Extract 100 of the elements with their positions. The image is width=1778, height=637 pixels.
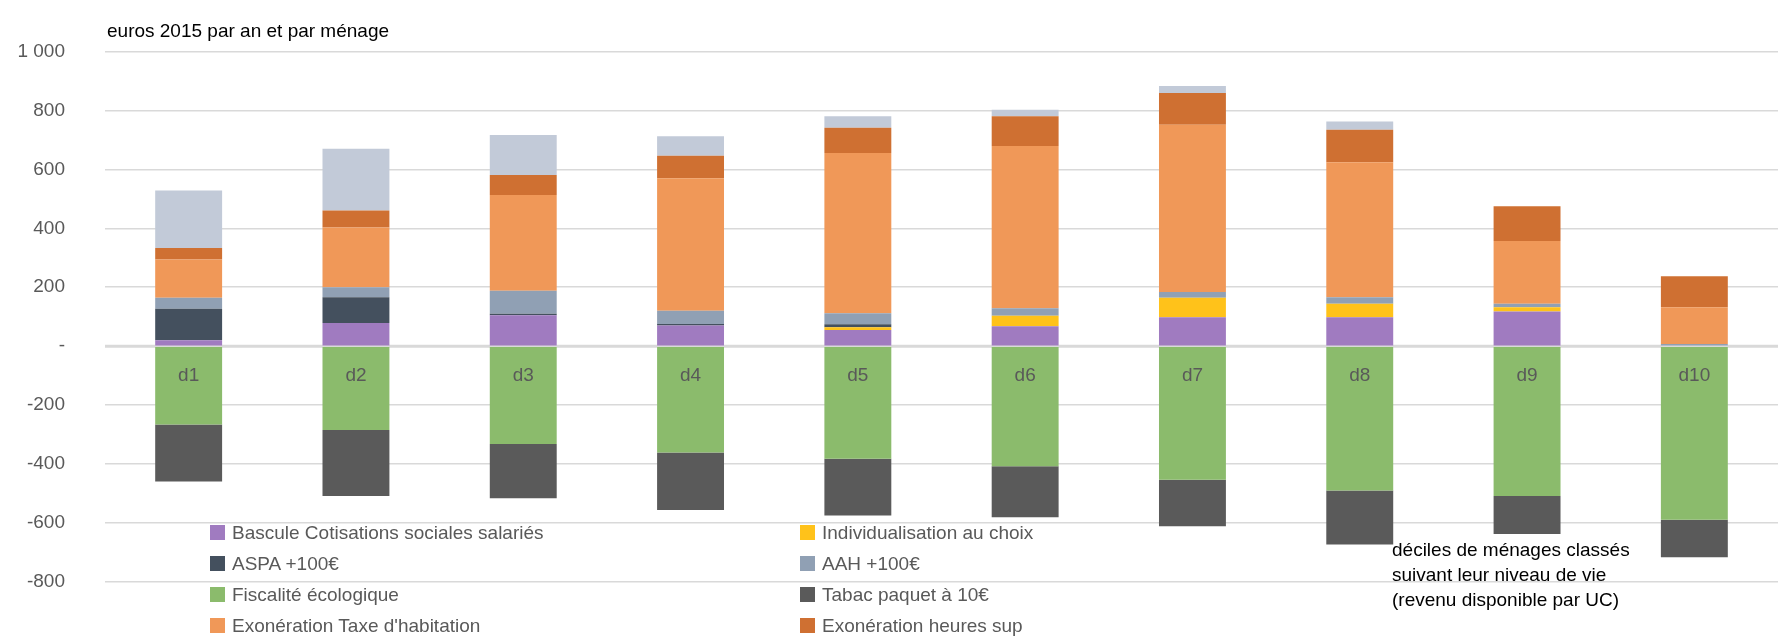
bar	[1158, 317, 1226, 346]
bar	[1158, 346, 1226, 480]
bar	[1660, 346, 1728, 520]
bar	[1158, 85, 1226, 93]
bar	[824, 346, 892, 459]
bar	[991, 326, 1059, 346]
bar	[657, 178, 725, 311]
bar	[155, 340, 223, 346]
x-tick-label: d10	[1678, 364, 1711, 386]
bar	[155, 259, 223, 298]
bar	[991, 116, 1059, 147]
bar	[824, 458, 892, 516]
bar	[1326, 317, 1394, 346]
bar	[991, 146, 1059, 309]
text: euros 2015 par an et par ménage	[107, 19, 390, 43]
y-tick-label: 200	[33, 275, 65, 297]
bar	[322, 287, 390, 298]
bar	[991, 346, 1059, 467]
bar	[489, 174, 557, 195]
bar	[489, 135, 557, 175]
bar	[1158, 124, 1226, 292]
annotation: déciles de ménages classés suivant leur niveau de vie (revenu disponible par UC)	[1392, 538, 1631, 612]
bar	[155, 308, 223, 341]
bar	[155, 190, 223, 249]
y-tick-label: -600	[26, 511, 65, 533]
bar	[489, 290, 557, 314]
legend-label: Exonération heures sup	[822, 614, 1023, 637]
bar	[322, 227, 390, 288]
bar	[1158, 479, 1226, 527]
bar	[991, 109, 1059, 117]
x-tick-label: d6	[1014, 364, 1036, 386]
bar	[1326, 129, 1394, 163]
x-tick-label: d8	[1349, 364, 1371, 386]
bar	[1326, 490, 1394, 545]
bar	[1158, 297, 1226, 318]
legend-label: Bascule Cotisations sociales salariés	[232, 521, 544, 544]
bar	[991, 315, 1059, 327]
bar	[155, 248, 223, 260]
bar	[1493, 206, 1561, 241]
bar	[657, 325, 725, 346]
bar	[657, 155, 725, 179]
x-tick-label: d9	[1516, 364, 1538, 386]
bar	[657, 452, 725, 511]
x-tick-label: d2	[345, 364, 367, 386]
bar	[1660, 276, 1728, 308]
y-tick-label: 400	[33, 216, 65, 238]
bar	[657, 346, 725, 453]
bar	[322, 346, 390, 430]
bar	[1326, 297, 1394, 304]
bar	[824, 153, 892, 314]
y-tick-label: -	[58, 334, 65, 356]
bar	[1493, 307, 1561, 312]
legend-label: AAH +100€	[822, 552, 920, 575]
bar	[1660, 307, 1728, 345]
bar	[657, 136, 725, 156]
x-tick-label: d7	[1181, 364, 1204, 386]
y-tick-label: -400	[26, 452, 65, 474]
bar	[824, 329, 892, 346]
bar	[322, 322, 390, 346]
bar	[155, 424, 223, 482]
y-tick-label: 800	[33, 98, 65, 120]
bar	[1326, 121, 1394, 130]
bar	[991, 466, 1059, 518]
bar	[1493, 495, 1561, 534]
bar	[824, 313, 892, 325]
y-tick-label: 600	[33, 157, 65, 179]
bar	[1493, 311, 1561, 346]
bar	[322, 210, 390, 228]
bar	[824, 127, 892, 154]
bar	[489, 194, 557, 291]
legend-label: Exonération Taxe d'habitation	[232, 614, 481, 637]
legend-label: Fiscalité écologique	[232, 583, 399, 606]
y-tick-label: -800	[26, 570, 65, 592]
bar	[489, 444, 557, 499]
legend-label: Tabac paquet à 10€	[822, 583, 989, 606]
bar	[322, 297, 390, 323]
bar	[1493, 240, 1561, 304]
bar	[1326, 162, 1394, 298]
bar	[657, 310, 725, 325]
legend-label: ASPA +100€	[232, 552, 339, 575]
y-tick-label: -200	[26, 393, 65, 415]
x-tick-label: d1	[178, 364, 200, 386]
bar	[1493, 346, 1561, 496]
bar	[1660, 519, 1728, 558]
bar	[322, 429, 390, 496]
y-tick-label: 1 000	[17, 39, 65, 61]
x-tick-label: d3	[512, 364, 534, 386]
bar	[824, 116, 892, 128]
bar	[991, 308, 1059, 316]
bar	[1326, 346, 1394, 491]
bar	[489, 315, 557, 346]
bar	[155, 346, 223, 425]
bar	[322, 148, 390, 211]
legend-label: Individualisation au choix	[822, 521, 1034, 544]
bar	[1326, 303, 1394, 318]
bar	[1158, 291, 1226, 298]
bar	[1158, 92, 1226, 125]
bar	[489, 346, 557, 445]
x-tick-label: d4	[679, 364, 702, 386]
x-tick-label: d5	[847, 364, 869, 386]
